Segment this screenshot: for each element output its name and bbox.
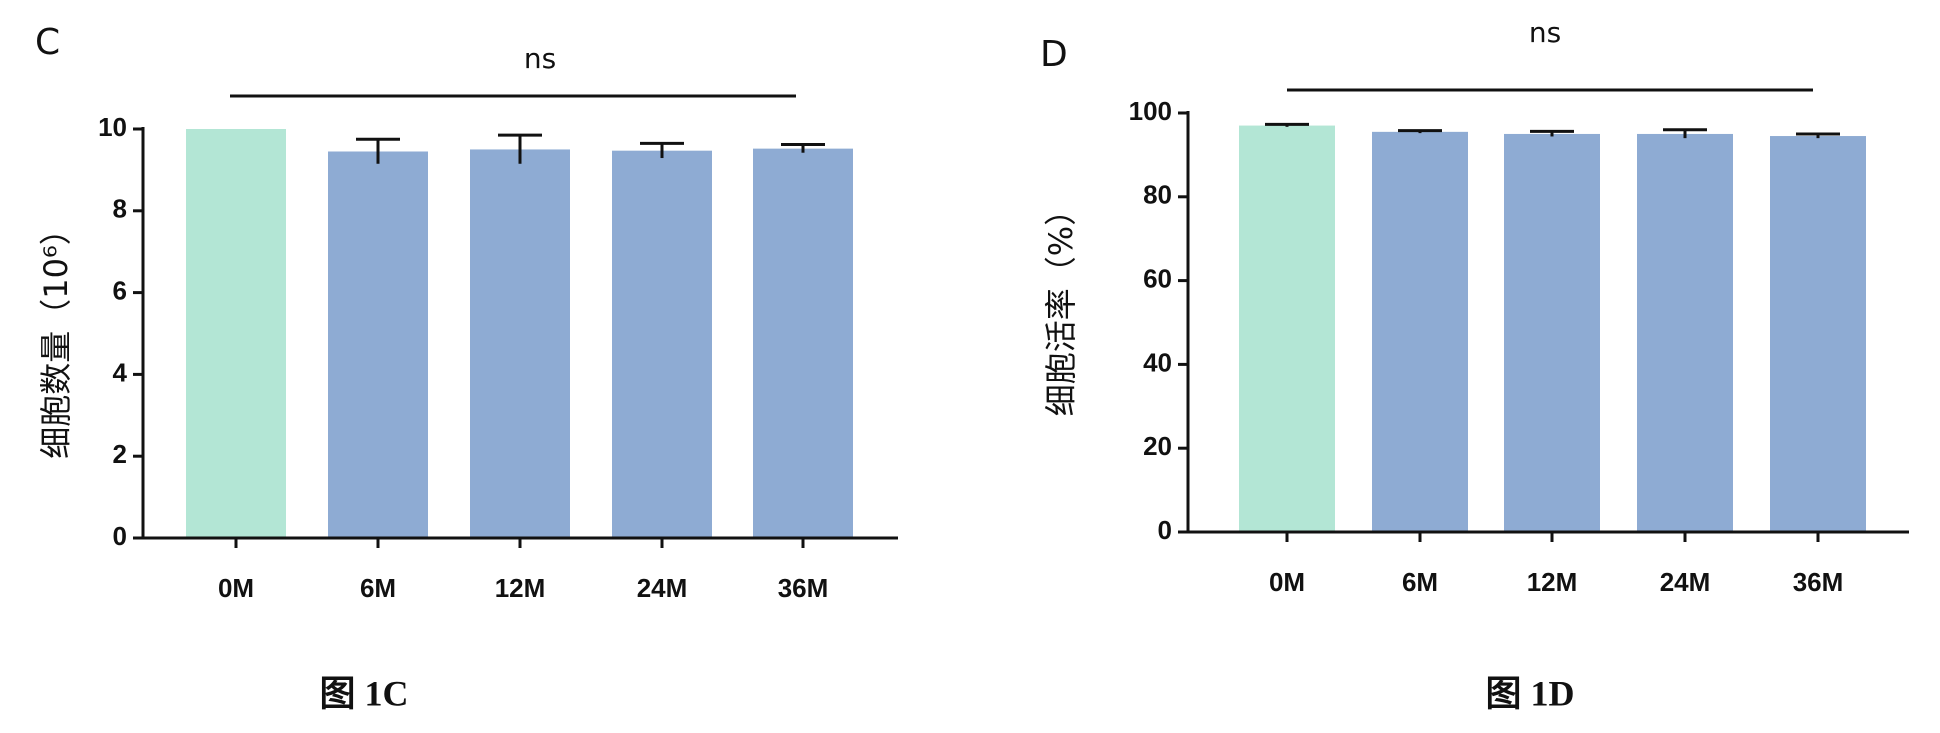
y-tick-label: 60 [1143, 263, 1172, 293]
bar [1770, 136, 1866, 533]
y-tick-label: 100 [1129, 96, 1172, 126]
bar [1372, 131, 1468, 533]
x-tick-label: 24M [1660, 567, 1711, 597]
x-tick-label: 36M [1793, 567, 1844, 597]
x-tick-label: 36M [778, 573, 829, 603]
y-axis-label: 细胞活率（%） [1042, 194, 1080, 416]
y-tick-label: 80 [1143, 180, 1172, 210]
y-tick-label: 6 [113, 275, 127, 305]
y-axis-label: 细胞数量（10⁶） [37, 213, 75, 459]
y-tick-label: 8 [113, 194, 127, 224]
panel-label: C [35, 22, 60, 63]
x-tick-label: 12M [495, 573, 546, 603]
annotation: ns [1529, 16, 1561, 49]
x-tick-label: 24M [637, 573, 688, 603]
y-tick-label: 40 [1143, 347, 1172, 377]
x-tick-label: 6M [360, 573, 396, 603]
caption: 图 1C [320, 673, 409, 713]
y-tick-label: 10 [98, 112, 127, 142]
y-tick-label: 0 [1158, 515, 1172, 545]
y-tick-label: 0 [113, 521, 127, 551]
caption: 图 1D [1486, 673, 1575, 713]
bar [753, 148, 853, 538]
bar [1239, 125, 1335, 532]
bar [470, 149, 570, 538]
bar [328, 151, 428, 538]
bar [612, 150, 712, 538]
x-tick-label: 6M [1402, 567, 1438, 597]
x-tick-label: 0M [1269, 567, 1305, 597]
y-tick-label: 20 [1143, 431, 1172, 461]
y-tick-label: 2 [113, 439, 127, 469]
bar [186, 129, 286, 538]
x-tick-label: 12M [1527, 567, 1578, 597]
bar [1637, 133, 1733, 532]
x-tick-label: 0M [218, 573, 254, 603]
panel-label: D [1040, 34, 1068, 75]
annotation: ns [524, 42, 556, 75]
y-tick-label: 4 [113, 357, 128, 387]
bar [1504, 133, 1600, 532]
